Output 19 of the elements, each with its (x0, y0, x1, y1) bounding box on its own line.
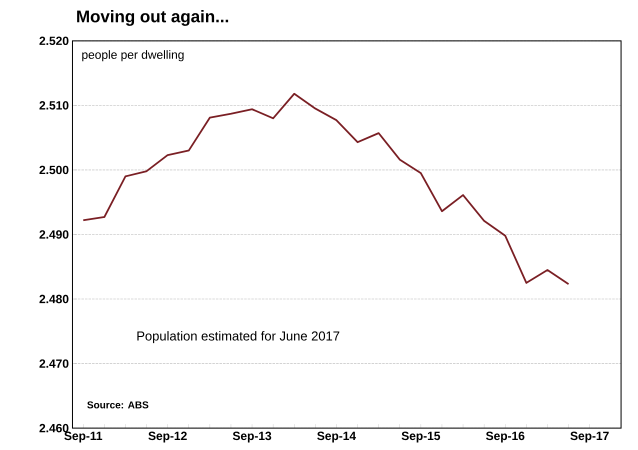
y-tick-label: 2.460 (39, 424, 68, 432)
x-tick-label: Sep-17 (570, 432, 609, 442)
y-tick-label: 2.510 (39, 101, 68, 110)
x-tick-label: Sep-16 (486, 432, 524, 442)
x-tick-label: Sep-15 (402, 432, 440, 442)
x-tick-label: Sep-13 (232, 432, 272, 442)
y-tick-label: 2.480 (39, 294, 68, 304)
annotation: Source: ABS (87, 401, 148, 408)
annotation: Population estimated for June 2017 (137, 331, 340, 344)
y-axis-title: people per dwelling (82, 50, 184, 62)
y-tick-label: 2.470 (39, 359, 68, 368)
y-tick-label: 2.500 (39, 166, 68, 174)
line-series (82, 92, 570, 286)
chart-title: Moving out again... (77, 10, 228, 26)
x-tick-label: Sep-12 (148, 432, 187, 442)
x-tick-label: Sep-14 (317, 432, 356, 442)
x-tick-label: Sep-11 (64, 432, 102, 442)
y-tick-label: 2.520 (39, 36, 68, 46)
y-tick-label: 2.490 (39, 230, 68, 239)
